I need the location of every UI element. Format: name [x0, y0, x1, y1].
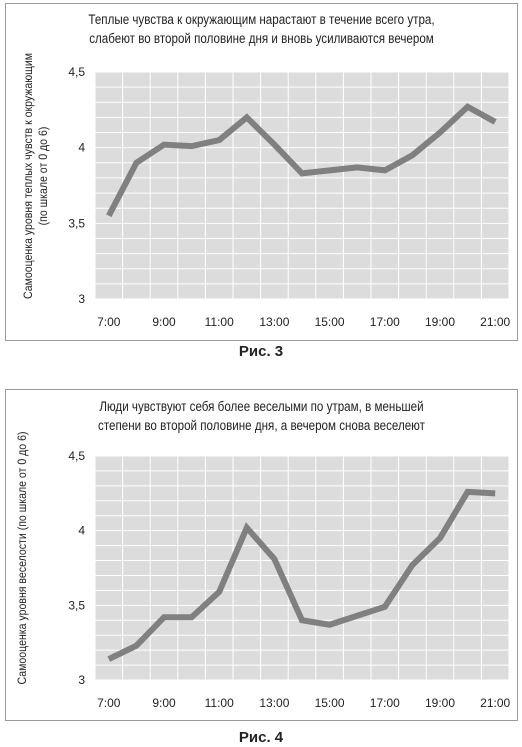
x-tick-label: 15:00	[315, 696, 345, 710]
chart-title-line: Теплые чувства к окружающим нарастают в …	[88, 12, 435, 27]
x-tick-label: 7:00	[97, 696, 121, 710]
x-tick-label: 13:00	[259, 696, 289, 710]
y-tick-label: 4,5	[68, 65, 85, 79]
x-tick-label: 7:00	[97, 315, 121, 329]
y-tick-label: 3	[78, 292, 85, 306]
y-tick-label: 3,5	[68, 598, 85, 612]
plot-area	[95, 72, 509, 299]
x-tick-label: 17:00	[370, 696, 400, 710]
x-tick-label: 9:00	[152, 315, 176, 329]
x-tick-label: 21:00	[480, 315, 510, 329]
y-tick-label: 3,5	[68, 216, 85, 230]
plot-area	[95, 456, 509, 680]
chart-title-line: Люди чувствуют себя более веселыми по ут…	[99, 399, 424, 414]
chart-panel-2: Люди чувствуют себя более веселыми по ут…	[5, 389, 518, 721]
x-tick-label: 11:00	[205, 315, 234, 329]
x-tick-label: 11:00	[205, 696, 234, 710]
figure-caption: Рис. 3	[238, 343, 284, 360]
chart-title-line: слабеют во второй половине дня и вновь у…	[89, 31, 434, 46]
y-tick-label: 4	[78, 524, 85, 538]
x-tick-label: 19:00	[425, 696, 455, 710]
y-tick-label: 4,5	[68, 449, 85, 463]
y-tick-label: 4	[78, 141, 85, 155]
figure-caption: Рис. 4	[238, 729, 284, 746]
line-chart: 3 3,5 4 4,5 7:00 9:00 11:00 13:00 15:00 17:00 19:0…	[68, 449, 510, 710]
chart-title: Теплые чувства к окружающим нарастают в …	[42, 10, 481, 48]
chart-title-line: степени во второй половине дня, а вечеро…	[98, 418, 425, 433]
y-tick-label: 3	[78, 673, 85, 687]
chart-title: Люди чувствуют себя более веселыми по ут…	[42, 397, 481, 435]
chart-panel-1: Теплые чувства к окружающим нарастают в …	[5, 3, 518, 341]
x-tick-label: 21:00	[480, 696, 510, 710]
x-tick-label: 17:00	[370, 315, 400, 329]
x-tick-label: 9:00	[152, 696, 176, 710]
x-tick-label: 19:00	[425, 315, 455, 329]
x-tick-label: 13:00	[259, 315, 289, 329]
x-tick-label: 15:00	[315, 315, 345, 329]
line-chart: 3 3,5 4 4,5 7:00 9:00 11:00 13:00 15:00 17:00 19:0…	[68, 65, 510, 329]
